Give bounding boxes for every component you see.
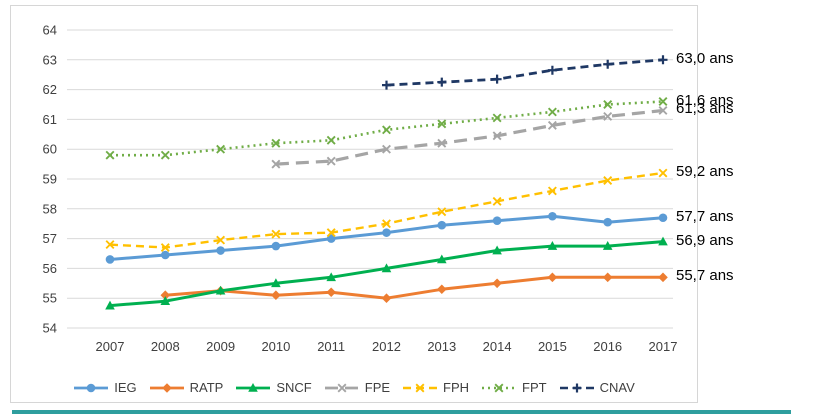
x-tick-label: 2012 (372, 339, 401, 354)
x-tick-label: 2010 (261, 339, 290, 354)
series-ieg (105, 211, 668, 264)
x-axis-labels: 2007 2008 2009 2010 2011 2012 2013 2014 2015 2016… (96, 339, 678, 354)
legend-label: FPT (522, 380, 547, 395)
series-ratp (160, 272, 668, 303)
chart-frame: 54 55 56 57 58 59 60 61 62 63 64 2007 2008 2009 2010 20… (10, 5, 698, 403)
series-end-label-ratp: 55,7 ans (676, 267, 734, 285)
y-tick-label: 63 (43, 52, 57, 67)
series-end-label-fph: 59,2 ans (676, 163, 734, 181)
legend-item-fpt: FPT (481, 380, 547, 395)
legend-swatch-cnav-icon (559, 383, 594, 392)
legend-item-ieg: IEG (73, 380, 137, 395)
x-tick-label: 2017 (649, 339, 678, 354)
legend-swatch-fph-icon (403, 383, 438, 392)
series-cnav (382, 55, 668, 90)
x-tick-label: 2016 (593, 339, 622, 354)
x-tick-label: 2015 (538, 339, 567, 354)
legend-label: FPE (364, 380, 391, 395)
legend-item-sncf: SNCF (235, 380, 312, 395)
y-tick-label: 58 (43, 201, 57, 216)
y-tick-label: 62 (43, 82, 57, 97)
series-end-label-ieg: 57,7 ans (676, 207, 734, 225)
gridlines (67, 29, 673, 329)
x-tick-label: 2009 (206, 339, 235, 354)
legend-label: CNAV (599, 380, 635, 395)
y-tick-label: 56 (43, 261, 57, 276)
x-tick-label: 2014 (483, 339, 512, 354)
chart-legend: IEG RATP SNCF FPE FPH FPT CNAV (11, 380, 697, 395)
legend-swatch-sncf-icon (236, 382, 271, 392)
x-tick-label: 2007 (96, 339, 125, 354)
series-end-label-cnav: 63,0 ans (676, 49, 734, 67)
series-sncf (105, 236, 668, 310)
y-tick-label: 61 (43, 112, 57, 127)
x-tick-label: 2008 (151, 339, 180, 354)
legend-swatch-ieg-icon (74, 383, 109, 392)
y-tick-label: 59 (43, 172, 57, 187)
y-tick-label: 54 (43, 321, 57, 336)
legend-label: IEG (114, 380, 137, 395)
series-end-label-sncf: 56,9 ans (676, 231, 734, 249)
bottom-strip (12, 410, 791, 414)
y-tick-label: 55 (43, 291, 57, 306)
legend-label: RATP (189, 380, 224, 395)
legend-swatch-ratp-icon (149, 382, 184, 393)
legend-item-fpe: FPE (324, 380, 390, 395)
series-fpt (105, 97, 668, 160)
x-tick-label: 2013 (427, 339, 456, 354)
legend-swatch-fpe-icon (324, 383, 359, 392)
legend-swatch-fpt-icon (482, 383, 517, 392)
y-tick-label: 57 (43, 231, 57, 246)
legend-label: FPH (443, 380, 470, 395)
x-tick-label: 2011 (317, 339, 345, 354)
legend-item-ratp: RATP (149, 380, 224, 395)
series-end-label-fpe: 61,3 ans (676, 100, 734, 118)
series-fpe (271, 105, 668, 169)
legend-item-fph: FPH (402, 380, 469, 395)
series-fph (105, 168, 668, 253)
y-tick-label: 64 (43, 23, 57, 38)
legend-item-cnav: CNAV (559, 380, 635, 395)
y-axis-labels: 54 55 56 57 58 59 60 61 62 63 64 (43, 23, 57, 336)
series-end-label-fpt: 61,6 ans (676, 91, 734, 109)
y-tick-label: 60 (43, 142, 57, 157)
legend-label: SNCF (276, 380, 312, 395)
